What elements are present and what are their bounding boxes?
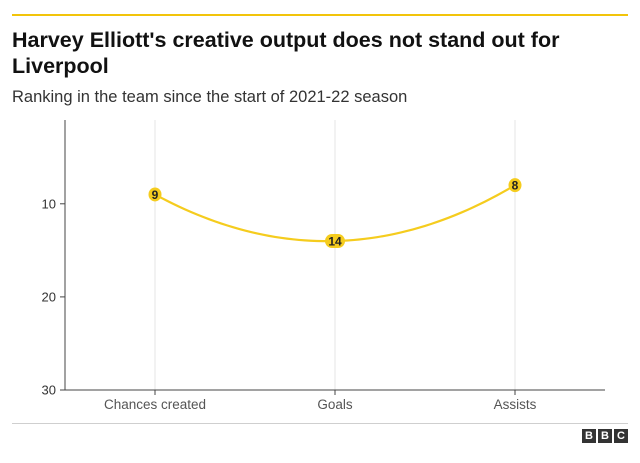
bbc-logo-letter: C [614,429,628,443]
y-tick-label: 20 [42,289,56,304]
data-point [508,178,522,193]
bbc-logo: B B C [582,429,628,443]
data-label: 9 [152,188,159,202]
chart-subtitle: Ranking in the team since the start of 2… [12,88,408,106]
bbc-logo-letter: B [582,429,596,443]
x-tick-label: Chances created [104,397,206,412]
chart-title: Harvey Elliott's creative output does no… [12,28,560,78]
x-tick-label: Goals [317,397,353,412]
line-chart: 10 20 30 Chances created Goals Assists 9 14 8 [42,120,605,412]
data-label: 8 [512,179,519,193]
bbc-logo-letter: B [598,429,612,443]
top-accent-rule [12,14,628,16]
data-point [325,234,345,249]
y-tick-label: 30 [42,383,56,398]
y-tick-label: 10 [42,196,56,211]
data-label: 14 [328,235,342,249]
x-tick-label: Assists [494,397,537,412]
data-point [148,187,162,202]
bottom-rule [12,423,628,424]
